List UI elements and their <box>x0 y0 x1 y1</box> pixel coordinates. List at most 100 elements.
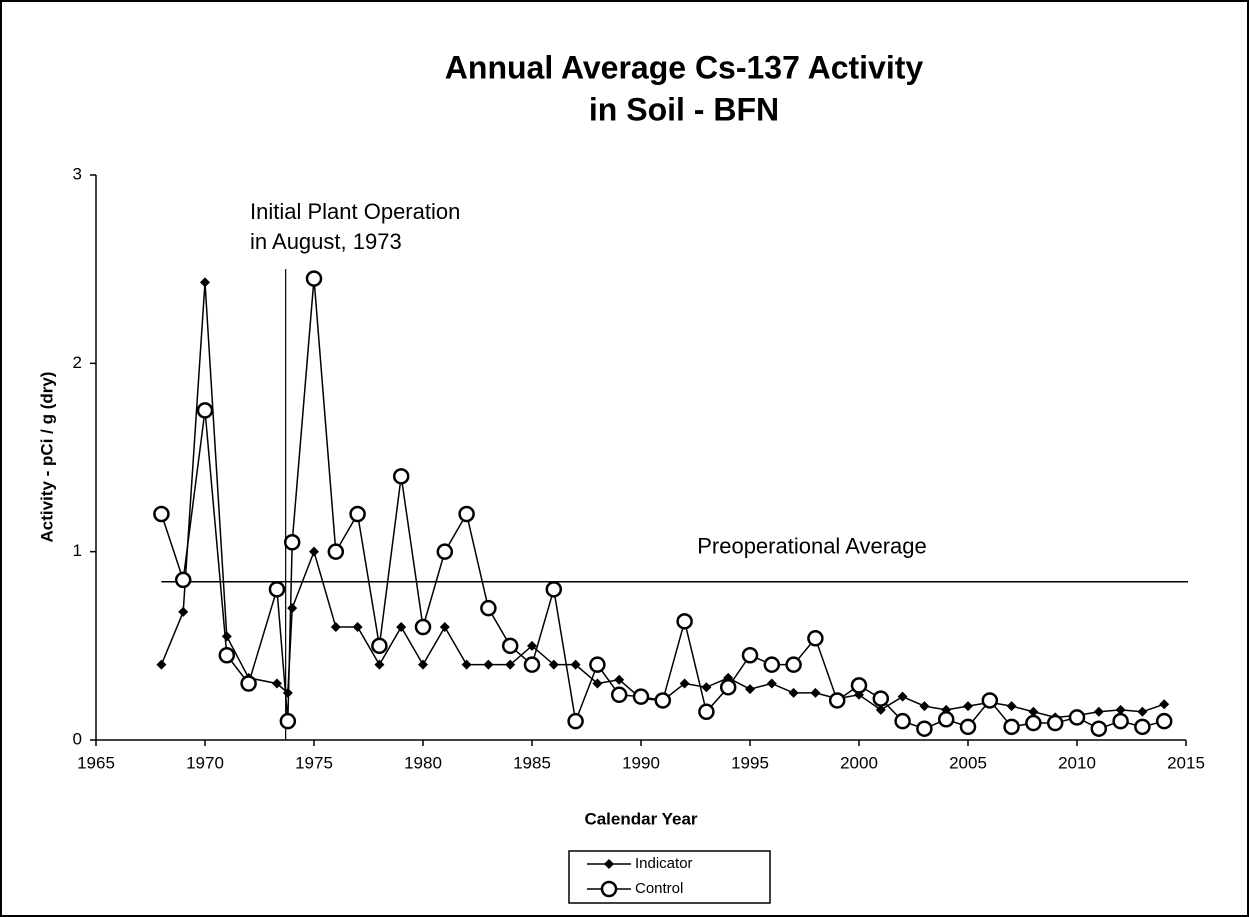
point <box>897 691 908 702</box>
point <box>959 718 977 736</box>
point <box>570 659 581 670</box>
point <box>698 703 715 720</box>
reference-label: Preoperational Average <box>697 534 927 559</box>
point <box>766 678 777 689</box>
x-tick-label: 1975 <box>295 753 333 772</box>
point <box>548 659 559 670</box>
point <box>788 687 799 698</box>
point <box>349 505 366 523</box>
point <box>719 679 737 696</box>
point <box>505 659 516 670</box>
y-tick-label: 1 <box>73 541 82 560</box>
point <box>1046 714 1064 732</box>
x-axis-label: Calendar Year <box>584 809 697 828</box>
legend-label: Control <box>635 880 683 897</box>
legend-marker <box>600 880 618 898</box>
x-tick-label: 1970 <box>186 753 224 772</box>
point <box>741 647 759 664</box>
point <box>418 659 428 670</box>
x-tick-label: 2000 <box>840 753 878 772</box>
point <box>414 618 432 636</box>
point <box>875 704 886 715</box>
point <box>850 677 868 694</box>
point <box>1115 704 1126 715</box>
point <box>501 637 519 655</box>
point <box>614 674 625 685</box>
event-label: in August, 1973 <box>250 229 402 254</box>
series-line <box>160 278 1165 730</box>
point <box>480 599 497 617</box>
chart-title: in Soil - BFN <box>589 91 779 127</box>
point <box>527 640 537 651</box>
point <box>327 543 345 560</box>
point <box>807 630 824 647</box>
point <box>589 656 606 673</box>
point <box>872 690 890 707</box>
point <box>279 712 297 730</box>
point <box>352 622 363 632</box>
point <box>458 505 475 523</box>
y-tick-label: 0 <box>73 729 82 748</box>
point <box>828 692 846 709</box>
point <box>283 534 301 551</box>
point <box>654 692 672 709</box>
point <box>483 659 494 670</box>
point <box>610 686 628 704</box>
y-axis-label: Activity - pCi / g (dry) <box>37 372 56 543</box>
point <box>701 682 712 693</box>
point <box>1028 706 1039 717</box>
point <box>305 270 323 287</box>
x-tick-label: 2015 <box>1167 753 1205 772</box>
point <box>439 622 450 632</box>
point <box>810 687 821 698</box>
point <box>240 675 257 692</box>
point <box>937 711 955 728</box>
point <box>396 622 407 632</box>
point <box>567 712 584 730</box>
point <box>200 277 210 288</box>
point <box>330 622 341 632</box>
point <box>763 656 781 673</box>
point <box>1090 720 1108 737</box>
point <box>545 581 563 598</box>
point <box>745 684 755 695</box>
point <box>1006 701 1017 712</box>
point <box>371 637 388 655</box>
point <box>178 606 189 617</box>
point <box>218 647 236 664</box>
series-line <box>160 282 1165 719</box>
point <box>785 656 802 673</box>
point <box>156 659 167 670</box>
point <box>1134 718 1151 736</box>
point <box>436 543 454 560</box>
point <box>592 678 603 689</box>
point <box>676 613 693 630</box>
point <box>1068 709 1086 726</box>
y-tick-label: 3 <box>73 164 82 183</box>
y-tick-label: 2 <box>73 353 82 372</box>
point <box>1025 714 1042 732</box>
event-label: Initial Plant Operation <box>250 199 460 224</box>
point <box>282 687 293 698</box>
point <box>374 659 385 670</box>
x-tick-label: 1965 <box>77 753 115 772</box>
point <box>1112 712 1129 730</box>
point <box>1155 712 1173 730</box>
x-tick-label: 1980 <box>404 753 442 772</box>
point <box>894 712 911 730</box>
point <box>196 402 214 419</box>
point <box>287 603 298 614</box>
point <box>523 656 541 673</box>
point <box>1159 699 1170 710</box>
x-tick-label: 1990 <box>622 753 660 772</box>
point <box>221 631 232 642</box>
point <box>174 571 192 589</box>
x-tick-label: 1985 <box>513 753 551 772</box>
point <box>461 659 472 670</box>
point <box>153 505 170 523</box>
point <box>309 546 319 557</box>
x-tick-label: 2010 <box>1058 753 1096 772</box>
point <box>981 692 999 709</box>
